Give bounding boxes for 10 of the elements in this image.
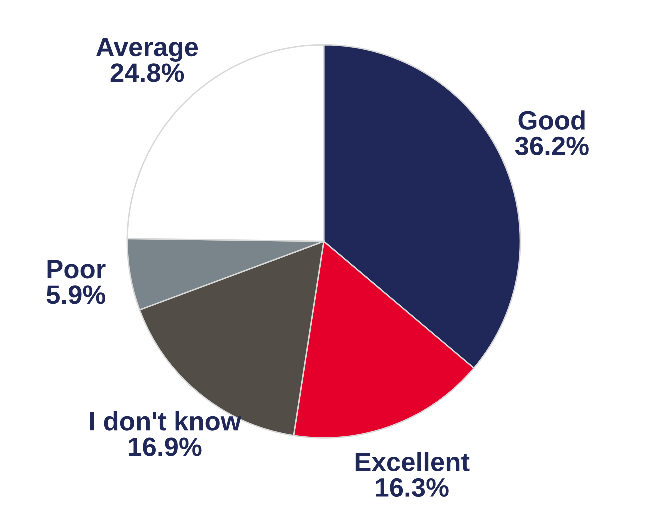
slice-label: Good [518,110,585,130]
data-label: 36.2% [515,136,589,156]
slice-label: Poor [48,260,106,279]
slice-label: Average [96,38,198,62]
data-label: 16.3% [376,478,449,498]
slice-label: Excellent [356,452,470,472]
data-label: 24.8% [110,64,184,82]
slice-label: I don't know [90,411,242,431]
data-label: 16.9% [129,438,202,456]
data-label: 5.9% [46,286,106,304]
